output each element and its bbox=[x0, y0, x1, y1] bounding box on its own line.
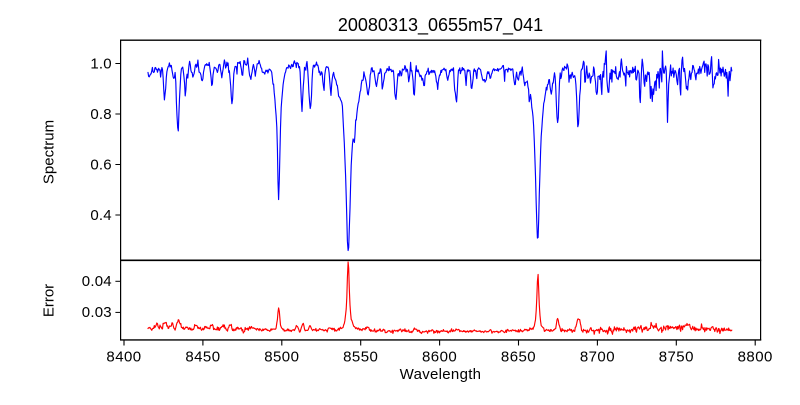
svg-text:8400: 8400 bbox=[106, 348, 141, 365]
svg-text:0.8: 0.8 bbox=[90, 106, 111, 123]
svg-text:8800: 8800 bbox=[738, 348, 773, 365]
svg-text:8500: 8500 bbox=[264, 348, 299, 365]
svg-text:0.6: 0.6 bbox=[90, 156, 111, 173]
svg-text:20080313_0655m57_041: 20080313_0655m57_041 bbox=[338, 15, 543, 36]
svg-text:0.04: 0.04 bbox=[82, 273, 112, 290]
svg-text:8650: 8650 bbox=[501, 348, 536, 365]
svg-text:0.03: 0.03 bbox=[82, 304, 112, 321]
svg-text:8750: 8750 bbox=[659, 348, 694, 365]
svg-text:8600: 8600 bbox=[422, 348, 457, 365]
svg-text:Error: Error bbox=[40, 284, 57, 317]
svg-text:8700: 8700 bbox=[580, 348, 615, 365]
svg-text:Wavelength: Wavelength bbox=[400, 366, 482, 383]
svg-text:0.4: 0.4 bbox=[90, 207, 111, 224]
svg-text:Spectrum: Spectrum bbox=[40, 120, 57, 184]
svg-text:1.0: 1.0 bbox=[90, 55, 111, 72]
svg-text:8550: 8550 bbox=[343, 348, 378, 365]
svg-text:8450: 8450 bbox=[185, 348, 220, 365]
